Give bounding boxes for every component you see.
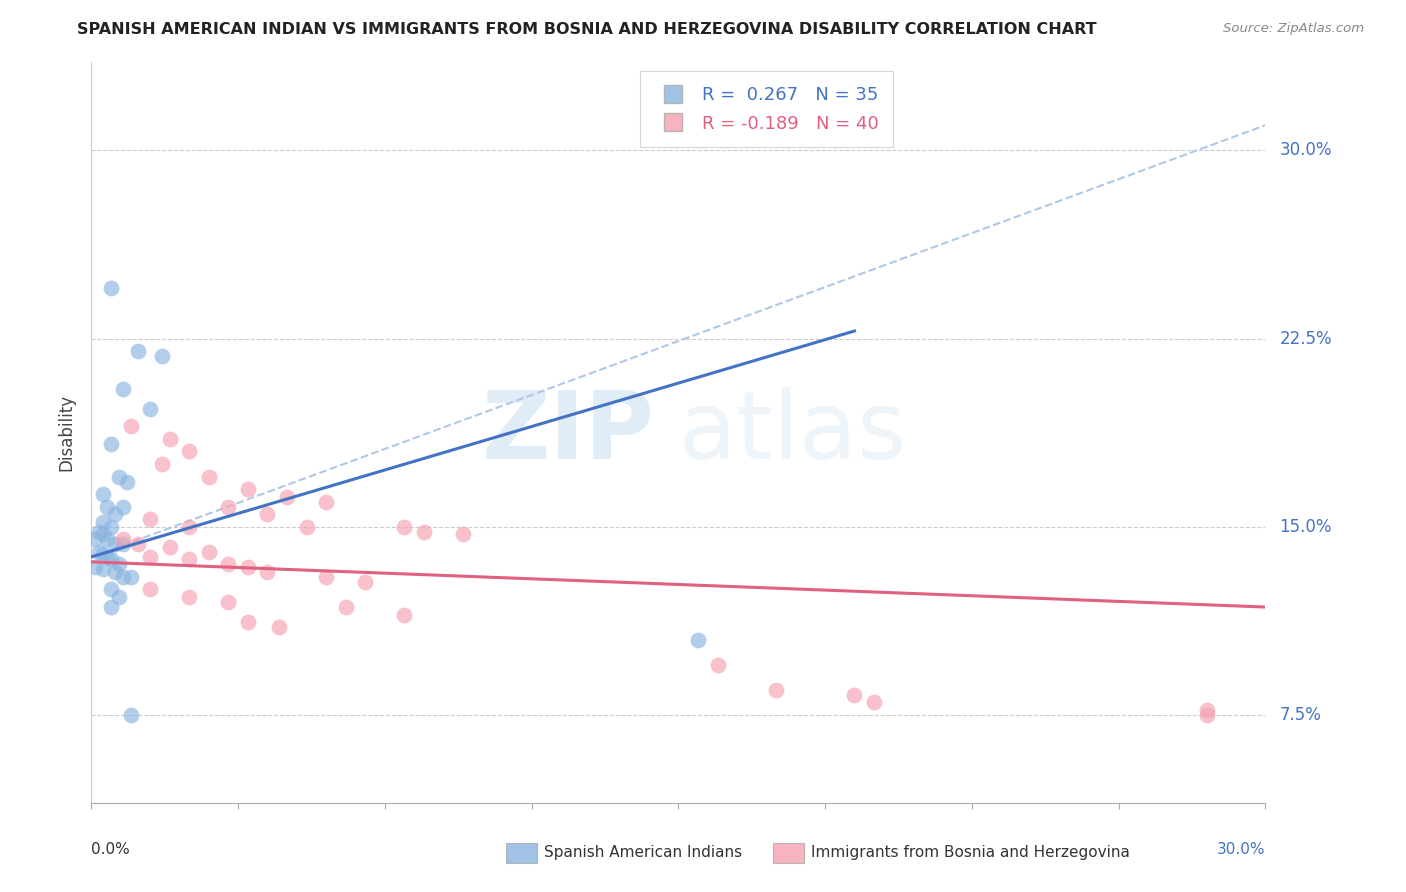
Point [120, 708, 142, 723]
Point [863, 695, 886, 709]
Point [104, 507, 127, 521]
Point [127, 537, 149, 551]
Point [269, 620, 291, 634]
Point [686, 632, 709, 647]
Point [96, 500, 118, 514]
Y-axis label: Disability: Disability [58, 394, 76, 471]
Point [96, 549, 118, 564]
Point [197, 469, 219, 483]
Text: 15.0%: 15.0% [1279, 517, 1331, 536]
Point [295, 520, 318, 534]
Point [159, 540, 181, 554]
Point [139, 549, 162, 564]
Point [120, 419, 142, 434]
Point [89, 545, 111, 559]
Point [111, 570, 134, 584]
Point [706, 657, 728, 672]
Text: ZIP: ZIP [482, 386, 655, 479]
Point [217, 558, 239, 572]
Point [451, 527, 474, 541]
Point [150, 457, 173, 471]
Point [413, 524, 436, 539]
Point [139, 582, 162, 597]
Text: 22.5%: 22.5% [1279, 329, 1331, 348]
Point [91, 487, 114, 501]
Point [256, 565, 278, 579]
Point [111, 500, 134, 514]
Point [100, 600, 122, 615]
Point [217, 500, 239, 514]
Point [107, 590, 129, 604]
Text: Immigrants from Bosnia and Herzegovina: Immigrants from Bosnia and Herzegovina [811, 846, 1130, 860]
Point [107, 469, 129, 483]
Point [179, 552, 201, 566]
Point [765, 682, 787, 697]
Legend: R =  0.267   N = 35, R = -0.189   N = 40: R = 0.267 N = 35, R = -0.189 N = 40 [640, 71, 893, 147]
Point [111, 537, 134, 551]
Point [217, 595, 239, 609]
Point [91, 562, 114, 576]
Point [236, 560, 259, 574]
Point [236, 615, 259, 629]
Point [84, 533, 107, 547]
Point [139, 512, 162, 526]
Point [179, 590, 201, 604]
Text: 7.5%: 7.5% [1279, 706, 1322, 724]
Point [276, 490, 298, 504]
Point [1195, 703, 1218, 717]
Text: 30.0%: 30.0% [1218, 842, 1265, 856]
Point [256, 507, 278, 521]
Point [89, 524, 111, 539]
Point [127, 344, 149, 359]
Point [91, 515, 114, 529]
Point [120, 570, 142, 584]
Point [111, 382, 134, 396]
Point [91, 527, 114, 541]
Point [100, 437, 122, 451]
Point [179, 444, 201, 458]
Point [844, 688, 866, 702]
Point [315, 494, 337, 508]
Text: Spanish American Indians: Spanish American Indians [544, 846, 742, 860]
Text: atlas: atlas [678, 386, 907, 479]
Point [394, 520, 416, 534]
Point [115, 475, 138, 489]
Point [100, 281, 122, 295]
Point [111, 533, 134, 547]
Point [91, 547, 114, 561]
Point [84, 560, 107, 574]
Point [236, 482, 259, 496]
Point [107, 558, 129, 572]
Point [96, 533, 118, 547]
Point [100, 520, 122, 534]
Point [100, 582, 122, 597]
Text: 0.0%: 0.0% [91, 842, 131, 856]
Text: 30.0%: 30.0% [1279, 141, 1331, 160]
Point [159, 432, 181, 446]
Point [100, 552, 122, 566]
Point [335, 600, 357, 615]
Point [394, 607, 416, 622]
Point [1195, 708, 1218, 723]
Point [315, 570, 337, 584]
Point [104, 537, 127, 551]
Point [179, 520, 201, 534]
Point [197, 545, 219, 559]
Text: SPANISH AMERICAN INDIAN VS IMMIGRANTS FROM BOSNIA AND HERZEGOVINA DISABILITY COR: SPANISH AMERICAN INDIAN VS IMMIGRANTS FR… [77, 22, 1097, 37]
Point [139, 401, 162, 416]
Point [150, 349, 173, 363]
Text: Source: ZipAtlas.com: Source: ZipAtlas.com [1223, 22, 1364, 36]
Point [104, 565, 127, 579]
Point [354, 574, 377, 589]
